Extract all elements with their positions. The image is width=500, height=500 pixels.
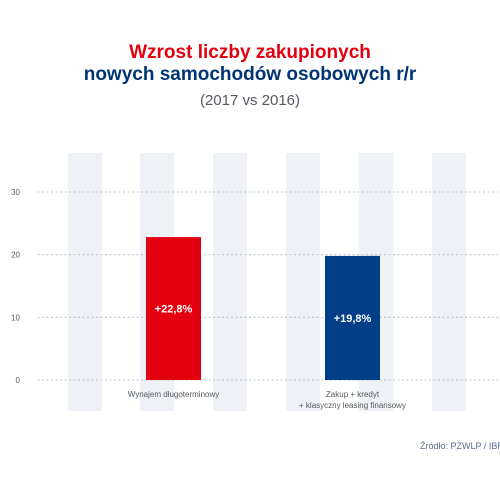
y-tick-label: 0	[16, 376, 21, 385]
category-label-1: Wynajem długoterminowy	[128, 390, 220, 399]
chart-subtitle: (2017 vs 2016)	[199, 92, 301, 109]
background-stripe-4	[286, 153, 320, 411]
y-tick-label: 20	[11, 251, 20, 260]
category-label-2: Zakup + kredyt	[326, 390, 380, 399]
data-label-1: +22,8%	[155, 304, 193, 316]
bar-1	[146, 237, 201, 380]
background-stripe-3	[213, 153, 247, 411]
y-tick-label: 30	[11, 188, 20, 197]
data-label-2: +19,8%	[334, 313, 372, 325]
background-stripe-1	[68, 153, 102, 411]
chart-title-line2: nowych samochodów osobowych r/r	[83, 64, 417, 85]
category-label-2: + klasyczny leasing finansowy	[299, 401, 406, 410]
background-stripe-6	[432, 153, 466, 411]
y-tick-label: 10	[11, 313, 20, 322]
bar-2	[325, 255, 380, 380]
chart-title-line1: Wzrost liczby zakupionych	[129, 42, 371, 63]
source-note: Źródło: PZWLP / IBRM	[420, 441, 500, 451]
